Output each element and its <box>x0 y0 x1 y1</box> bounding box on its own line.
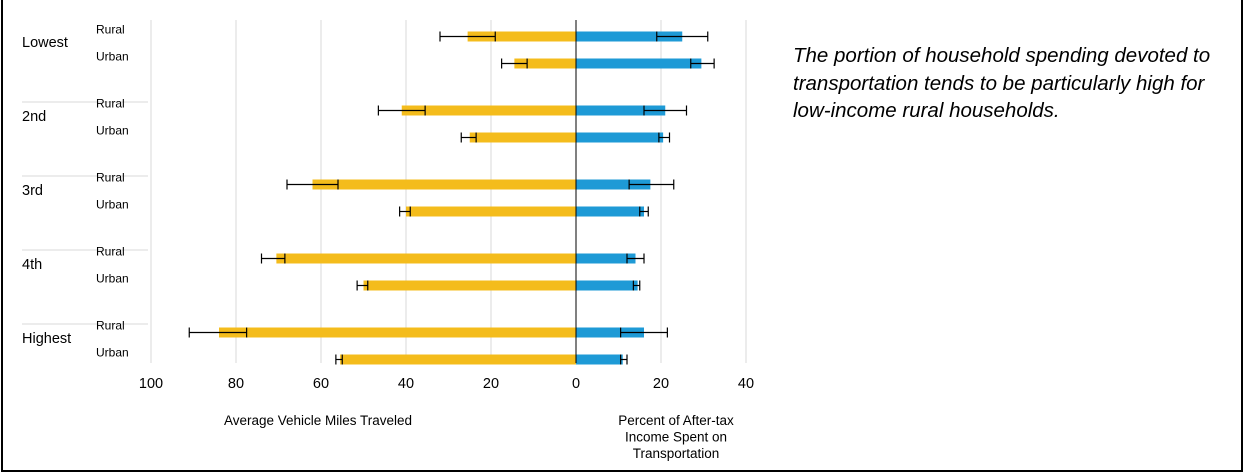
group-label: 4th <box>22 257 42 273</box>
group-label: Highest <box>22 331 71 347</box>
bar-right-percent <box>576 280 638 291</box>
group-label: 3rd <box>22 183 43 199</box>
right-axis-label-line: Income Spent on <box>625 430 727 445</box>
bars <box>219 31 702 365</box>
grid-lines <box>150 20 747 363</box>
bar-right-percent <box>576 105 666 116</box>
bar-left-miles <box>401 105 576 116</box>
bar-left-miles <box>406 206 576 217</box>
bar-right-percent <box>576 179 651 190</box>
tick-label: 0 <box>572 376 580 392</box>
left-axis-label: Average Vehicle Miles Traveled <box>224 413 412 428</box>
subgroup-label: Rural <box>96 23 125 37</box>
subgroup-label: Urban <box>96 50 129 64</box>
group-separators <box>22 101 148 325</box>
category-labels: Lowest Rural Urban 2nd Rural Urban 3rd Rural Urb… <box>22 23 129 360</box>
right-axis-label: Percent of After-tax Income Spent on Trans… <box>618 413 734 461</box>
tick-label: 40 <box>398 376 414 392</box>
subgroup-label: Urban <box>96 346 129 360</box>
bar-right-percent <box>576 327 644 338</box>
bar-left-miles <box>469 132 576 143</box>
bar-right-percent <box>576 58 702 69</box>
subgroup-label: Rural <box>96 245 125 259</box>
bar-right-percent <box>576 354 623 365</box>
tick-label: 100 <box>139 376 163 392</box>
bar-right-percent <box>576 253 636 264</box>
tick-labels: 100 80 60 40 20 0 20 40 <box>139 376 754 392</box>
bar-left-miles <box>219 327 576 338</box>
error-bars <box>188 31 715 365</box>
bar-right-percent <box>576 206 644 217</box>
subgroup-label: Urban <box>96 272 129 286</box>
tick-label: 20 <box>653 376 669 392</box>
subgroup-label: Rural <box>96 319 125 333</box>
bar-left-miles <box>467 31 576 42</box>
bar-left-miles <box>514 58 576 69</box>
subgroup-label: Urban <box>96 124 129 138</box>
tick-label: 80 <box>228 376 244 392</box>
tick-label: 20 <box>483 376 499 392</box>
right-axis-label-line: Transportation <box>633 446 720 461</box>
group-label: 2nd <box>22 109 46 125</box>
bar-right-percent <box>576 132 664 143</box>
annotation-text: The portion of household spending devote… <box>793 44 1211 122</box>
bar-left-miles <box>340 354 576 365</box>
tick-label: 60 <box>313 376 329 392</box>
subgroup-label: Urban <box>96 198 129 212</box>
subgroup-label: Rural <box>96 97 125 111</box>
bar-left-miles <box>276 253 576 264</box>
subgroup-label: Rural <box>96 171 125 185</box>
bar-right-percent <box>576 31 683 42</box>
group-label: Lowest <box>22 35 68 51</box>
bar-left-miles <box>312 179 576 190</box>
tick-label: 40 <box>738 376 754 392</box>
bar-left-miles <box>363 280 576 291</box>
right-axis-label-line: Percent of After-tax <box>618 413 734 428</box>
